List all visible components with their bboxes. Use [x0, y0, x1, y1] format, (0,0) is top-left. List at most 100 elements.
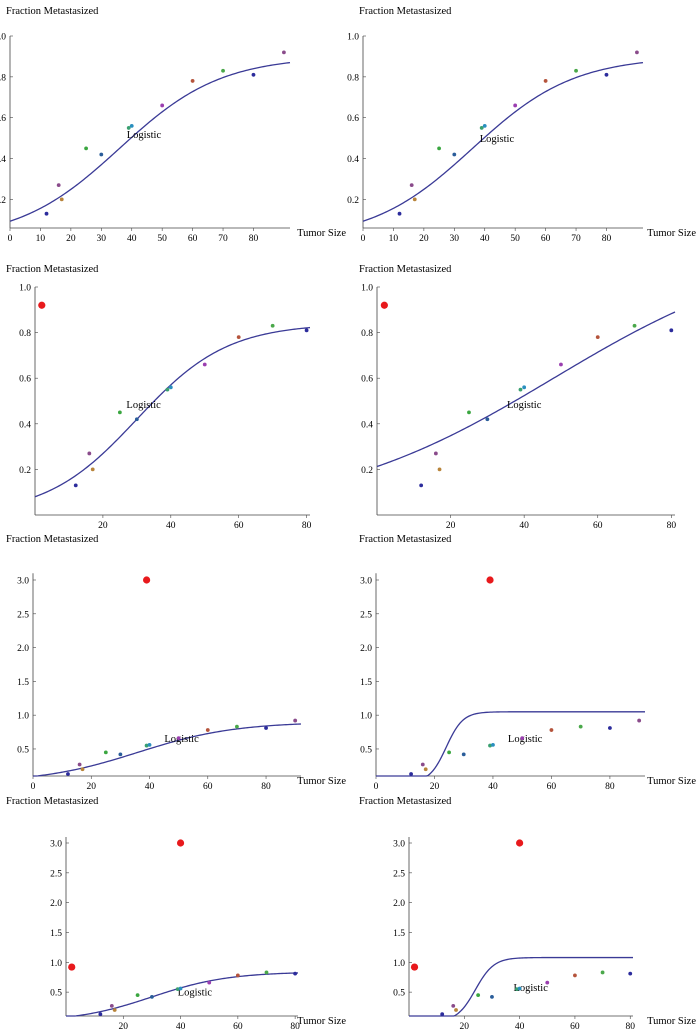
y-axis-label: Fraction Metastasized	[359, 796, 452, 807]
data-point	[461, 752, 466, 757]
x-tick-label: 0	[374, 782, 379, 792]
fitted-curve	[9, 61, 291, 222]
fitted-curve	[376, 311, 676, 468]
y-tick-label: 0.5	[50, 989, 62, 999]
data-point	[488, 743, 492, 748]
y-tick-label: 0.8	[361, 329, 373, 339]
fitted-curve	[34, 326, 311, 498]
chart-svg-5: 0 20 40 60 80 0.5 1.0 1.5 2.0 2.5 3.0 Fraction Meta…	[6, 534, 346, 792]
data-point	[476, 993, 481, 998]
data-point	[147, 743, 152, 747]
data-point	[202, 362, 207, 367]
data-point	[207, 980, 212, 985]
data-point	[491, 743, 495, 747]
outlier-point	[516, 839, 524, 847]
data-point	[178, 986, 183, 991]
y-tick-label: 0.5	[17, 745, 29, 755]
data-point	[420, 762, 425, 767]
chart-svg-3: 20 40 60 80 0.2 0.4 0.6 0.8 1.0 Fraction Metastas…	[6, 264, 312, 531]
y-tick-label: 2.5	[393, 869, 405, 879]
y-tick-label: 2.5	[50, 869, 62, 879]
y-tick-label: 1.5	[360, 678, 372, 688]
data-point	[490, 995, 494, 999]
y-tick-label: 2.0	[393, 899, 405, 909]
data-point	[517, 986, 522, 991]
data-point	[545, 980, 550, 985]
outlier-point	[38, 301, 46, 309]
data-point	[221, 68, 225, 73]
data-point	[293, 971, 298, 976]
y-tick-label: 0.2	[347, 196, 359, 206]
curve-annotation: Logistic	[126, 400, 161, 411]
x-tick-label: 40	[480, 234, 490, 244]
data-point	[134, 417, 139, 422]
y-axis-label: Fraction Metastasized	[359, 6, 452, 17]
data-point	[103, 750, 108, 755]
data-point	[437, 467, 442, 472]
curve-annotation: Logistic	[508, 734, 543, 745]
data-point	[190, 79, 195, 83]
data-point	[628, 971, 633, 976]
y-tick-label: 0.2	[0, 196, 6, 206]
y-tick-label: 0.4	[347, 155, 359, 165]
data-point	[144, 743, 149, 748]
data-point	[451, 1003, 456, 1008]
y-tick-label: 0.4	[361, 420, 373, 430]
data-point	[150, 995, 154, 999]
data-point	[452, 152, 457, 157]
data-point	[235, 724, 239, 729]
x-axis-label: Tumor Size	[297, 228, 346, 239]
x-tick-label: 40	[519, 521, 529, 531]
data-point	[270, 323, 275, 328]
y-tick-label: 0.5	[393, 989, 405, 999]
x-tick-label: 20	[446, 521, 456, 531]
data-point	[454, 1008, 458, 1012]
data-point	[168, 385, 173, 390]
x-tick-label: 40	[488, 782, 498, 792]
y-tick-label: 1.5	[17, 678, 29, 688]
data-point	[66, 772, 70, 776]
x-tick-label: 40	[166, 521, 176, 531]
y-tick-label: 2.0	[360, 644, 372, 654]
x-tick-label: 20	[98, 521, 108, 531]
data-point	[604, 72, 609, 77]
y-tick-label: 1.0	[17, 712, 29, 722]
y-tick-label: 0.2	[361, 466, 373, 476]
chart-svg-1: 0 10 20 30 40 50 60 70 80 0.2 0.4 0.6 0.8 1.0 Fraction…	[0, 6, 346, 244]
x-tick-label: 60	[233, 1022, 243, 1032]
y-tick-label: 1.5	[50, 929, 62, 939]
data-point	[467, 410, 471, 415]
x-tick-label: 30	[97, 234, 107, 244]
data-point	[543, 79, 548, 83]
fitted-curve	[376, 711, 645, 777]
x-tick-label: 60	[188, 234, 198, 244]
data-point	[637, 718, 642, 723]
x-tick-label: 80	[302, 521, 312, 531]
data-point	[165, 387, 170, 392]
outlier-point	[380, 301, 388, 309]
fitted-curve	[33, 723, 302, 777]
y-tick-label: 1.5	[393, 929, 405, 939]
chart-svg-7: 20 40 60 80 0.5 1.0 1.5 2.0 2.5 3.0 Fraction Metas…	[6, 796, 346, 1032]
data-point	[112, 1008, 117, 1012]
x-tick-label: 0	[31, 782, 36, 792]
x-tick-label: 20	[419, 234, 429, 244]
curve-annotation: Logistic	[127, 130, 162, 141]
data-point	[520, 736, 525, 741]
x-tick-label: 10	[389, 234, 399, 244]
data-point	[236, 335, 241, 340]
x-tick-label: 80	[249, 234, 259, 244]
y-tick-label: 1.0	[360, 712, 372, 722]
data-point	[117, 410, 122, 415]
data-point	[129, 123, 134, 128]
curve-annotation: Logistic	[164, 734, 199, 745]
data-point	[600, 970, 605, 975]
data-point	[304, 328, 309, 333]
curve-annotation: Logistic	[178, 988, 213, 999]
x-tick-label: 80	[625, 1022, 635, 1032]
x-tick-label: 60	[547, 782, 557, 792]
y-tick-label: 0.6	[347, 114, 359, 124]
y-tick-label: 0.2	[19, 466, 31, 476]
x-tick-label: 60	[203, 782, 213, 792]
curve-annotation: Logistic	[480, 134, 515, 145]
